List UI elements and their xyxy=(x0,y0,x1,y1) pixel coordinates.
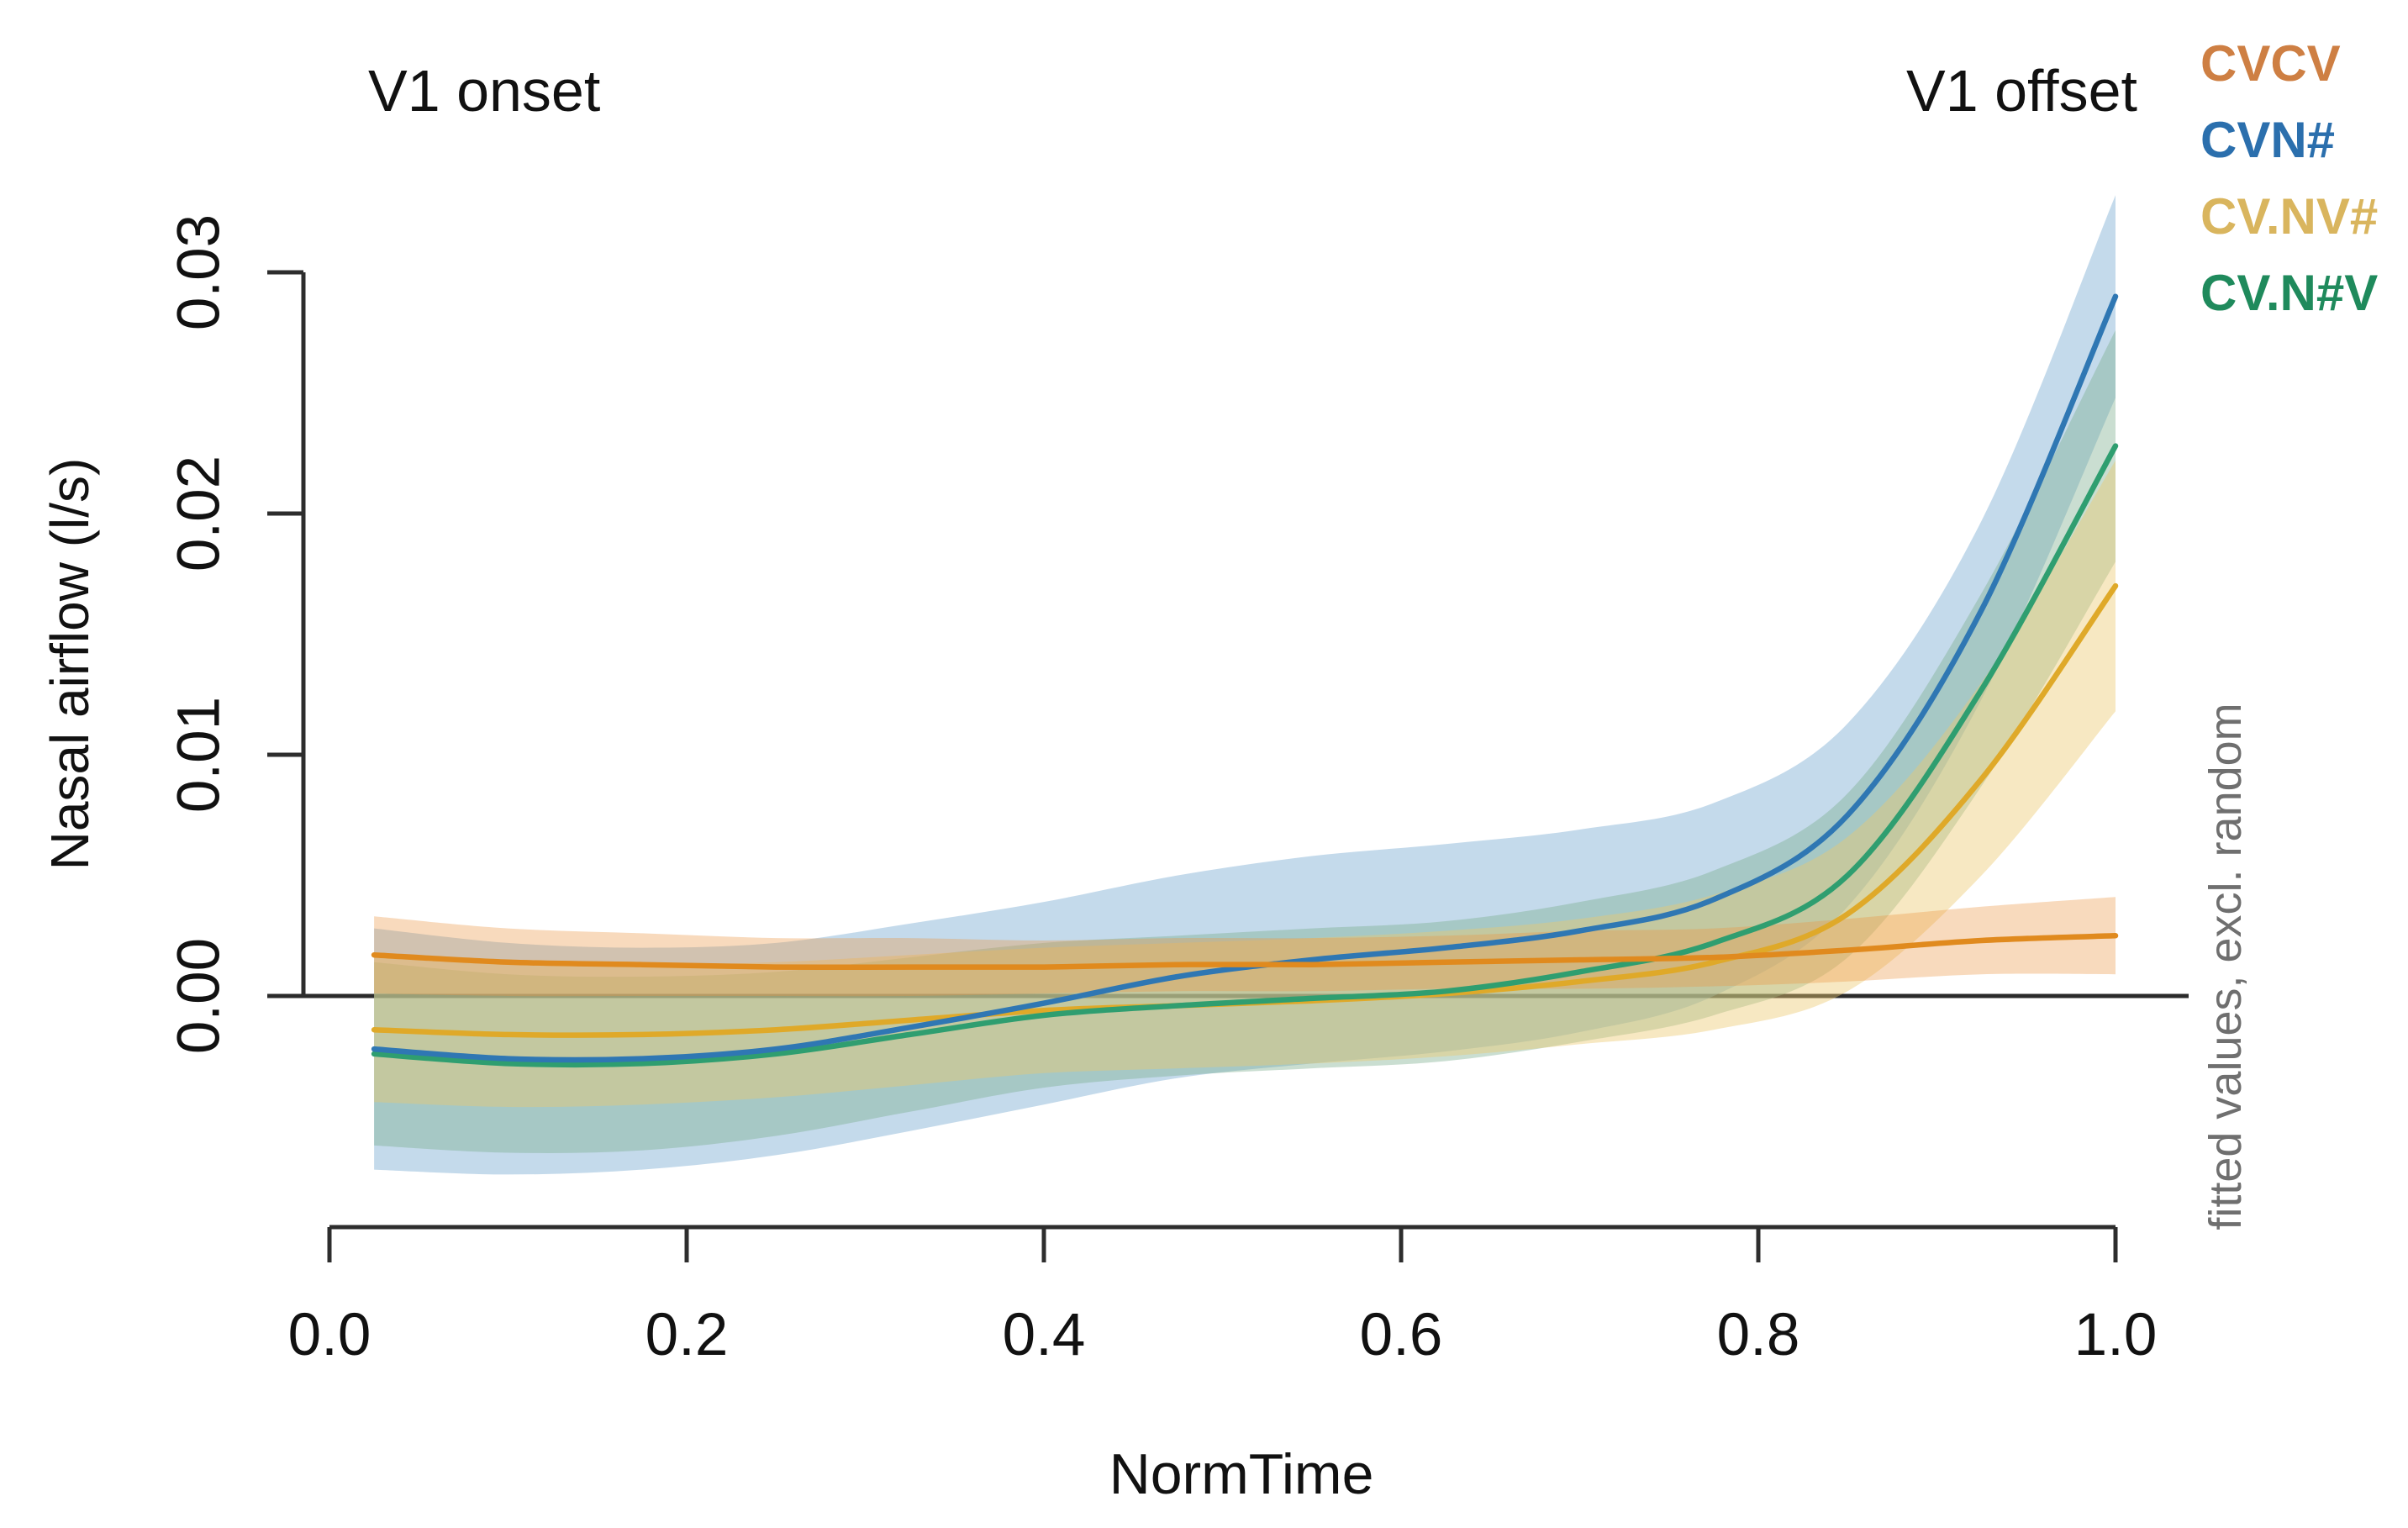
band-CVN# xyxy=(374,195,2116,1175)
legend-item-cvn-v: CV.N#V xyxy=(2200,265,2379,321)
y-tick-label-0.02: 0.02 xyxy=(166,455,233,572)
y-axis xyxy=(267,270,306,996)
line-CVN# xyxy=(371,293,2119,1063)
band-CV.NV# xyxy=(374,460,2116,1108)
x-axis xyxy=(327,1225,2118,1262)
annotation-v1-offset: V1 offset xyxy=(1906,58,2138,124)
band-CV.N#V xyxy=(374,329,2116,1153)
x-tick-label-1.0: 1.0 xyxy=(2073,1302,2158,1368)
x-tick-label-0.0: 0.0 xyxy=(287,1302,371,1368)
legend-item-cvcv: CVCV xyxy=(2200,35,2341,92)
y-axis-title: Nasal airflow (l/s) xyxy=(40,457,100,871)
x-axis-title: NormTime xyxy=(1109,1442,1374,1506)
y-tick-label-0.01: 0.01 xyxy=(166,696,233,814)
legend-item-cvn: CVN# xyxy=(2200,112,2336,168)
x-tick-label-0.4: 0.4 xyxy=(1002,1302,1086,1368)
legend: CVCV CVN# CV.NV# CV.N#V xyxy=(2200,25,2378,331)
smooth-lines-layer xyxy=(371,293,2119,1068)
y-tick-label-0.00: 0.00 xyxy=(166,937,233,1055)
line-CV.N#V xyxy=(371,443,2119,1068)
confidence-bands-layer xyxy=(374,195,2116,1175)
y-tick-label-0.03: 0.03 xyxy=(166,213,233,331)
x-tick-label-0.8: 0.8 xyxy=(1716,1302,1800,1368)
x-tick-label-0.6: 0.6 xyxy=(1359,1302,1443,1368)
line-CVCV xyxy=(371,933,2119,971)
side-note: fitted values, excl. random xyxy=(2200,703,2251,1230)
legend-item-cvnv: CV.NV# xyxy=(2200,188,2379,245)
x-tick-label-0.2: 0.2 xyxy=(645,1302,729,1368)
annotation-v1-onset: V1 onset xyxy=(368,58,601,124)
